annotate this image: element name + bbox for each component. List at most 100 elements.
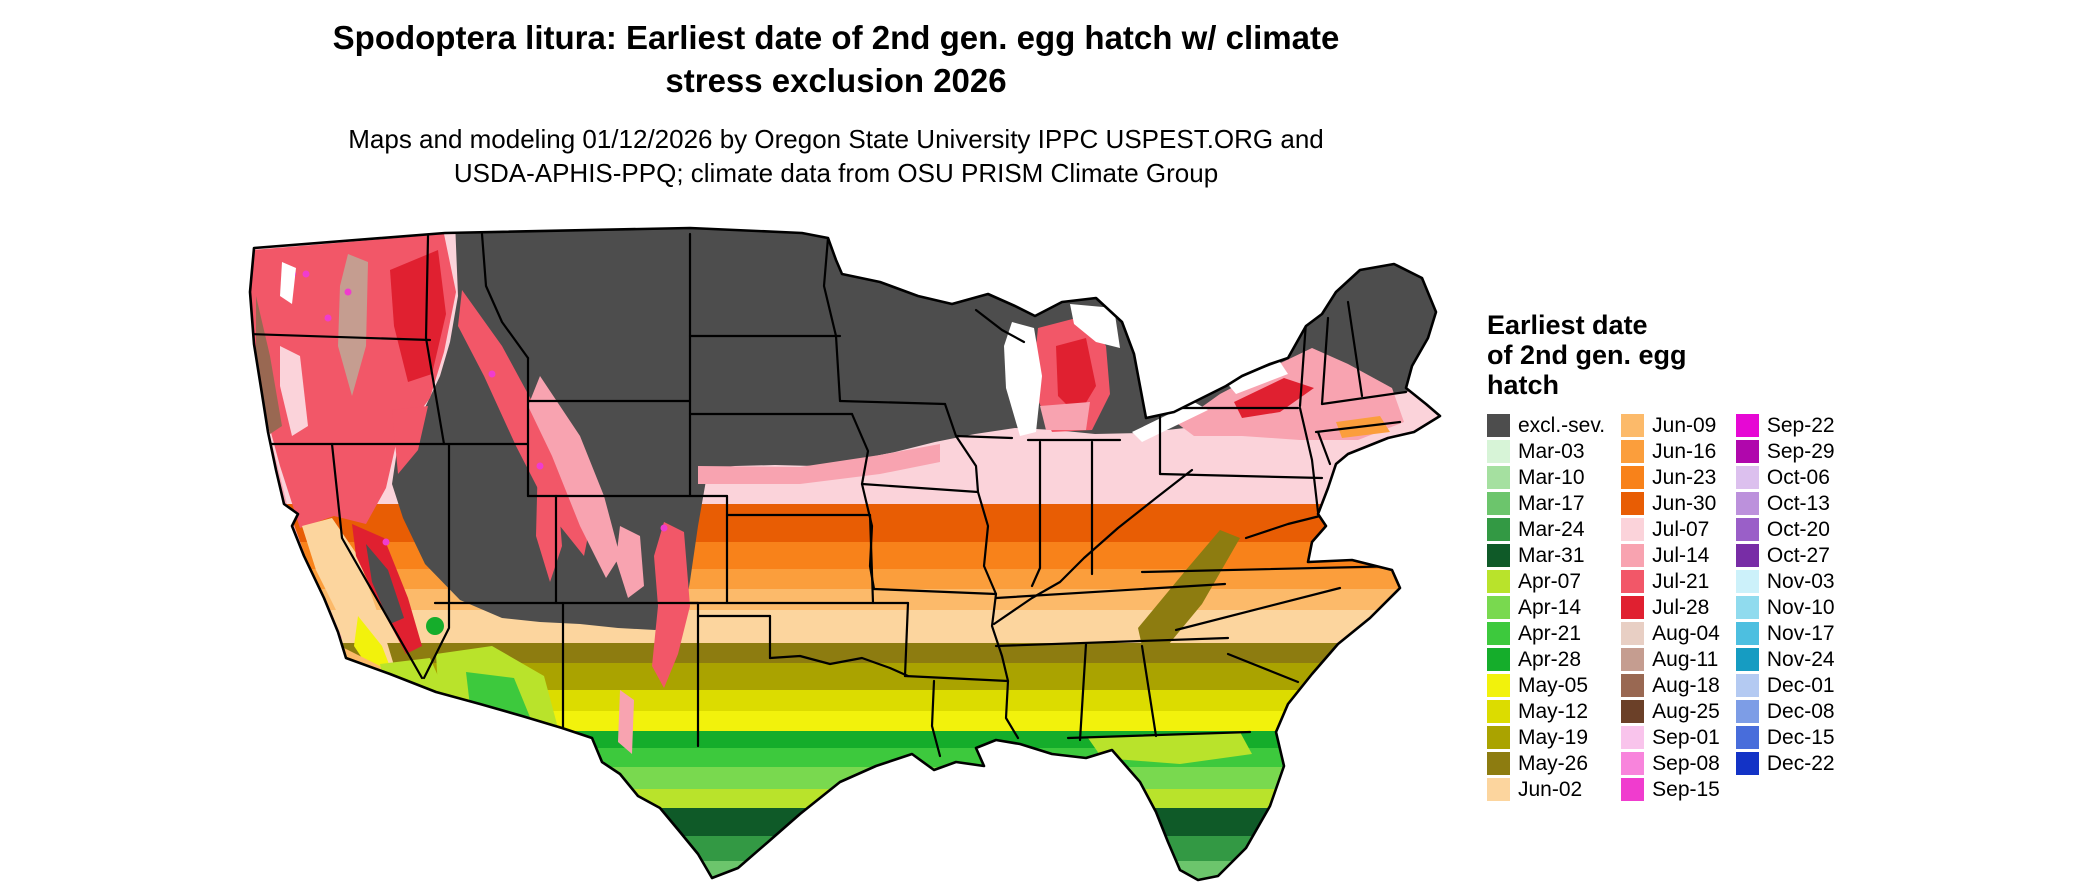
page-subtitle: Maps and modeling 01/12/2026 by Oregon S… [0,122,1672,190]
legend-label: Nov-10 [1766,595,1835,619]
legend-label: Jun-30 [1652,491,1717,515]
legend: Earliest date of 2nd gen. egg hatch excl… [1487,310,1835,802]
legend-swatch [1621,543,1645,567]
map-patch-willamette [280,346,308,436]
lake-huron [1070,304,1120,348]
legend-swatch [1621,647,1645,671]
map-speck [536,462,544,470]
legend-swatch [1621,569,1645,593]
legend-label: Dec-08 [1766,699,1835,723]
legend-column-1: excl.-sev. Mar-03 Mar-10 Mar-17 Mar-24 Mar-31… [1487,412,1605,802]
legend-label: Jun-09 [1652,413,1717,437]
legend-label: Sep-22 [1766,413,1835,437]
map-band [250,748,1440,767]
legend-entry: Sep-08 [1621,750,1720,776]
map-speck [344,288,352,296]
legend-label: Mar-10 [1518,465,1585,489]
map-patch-sangre-de-cristo [652,522,690,688]
legend-entry: Aug-04 [1621,620,1720,646]
map-fill-layer [250,228,1440,880]
legend-swatch [1735,751,1759,775]
map-patch-columbia-basin [390,250,446,382]
map-speck [382,538,390,546]
legend-label: Jun-02 [1518,777,1583,801]
map-patch-plains-fringe [698,444,940,484]
legend-entry: Jun-02 [1487,776,1605,802]
legend-swatch [1487,751,1510,775]
legend-label: Mar-03 [1518,439,1585,463]
legend-entry: Aug-11 [1621,646,1720,672]
puget-sound [280,262,296,304]
legend-entry: May-26 [1487,750,1605,776]
legend-label: May-05 [1518,673,1589,697]
legend-entry: Sep-29 [1735,438,1835,464]
legend-swatch [1735,725,1759,749]
us-choropleth-map [248,226,1442,882]
map-band [250,767,1440,789]
legend-label: Aug-11 [1652,647,1719,671]
legend-swatch [1487,413,1510,437]
legend-label: Dec-01 [1766,673,1835,697]
legend-entry: Apr-14 [1487,594,1605,620]
map-patches [250,234,1404,764]
legend-entry: Aug-18 [1621,672,1720,698]
legend-label: Jul-14 [1652,543,1710,567]
legend-swatch [1621,413,1645,437]
lake-erie [1132,402,1208,442]
legend-label: Jul-21 [1652,569,1710,593]
legend-label: Oct-27 [1766,543,1830,567]
legend-title-line-3: hatch [1487,370,1560,400]
legend-swatch [1735,673,1759,697]
legend-title-line-2: of 2nd gen. egg [1487,340,1687,370]
legend-column-3: Sep-22 Sep-29 Oct-06 Oct-13 Oct-20 Oct-27 Nov-… [1735,412,1835,776]
map-speck [324,314,332,322]
legend-entry: Mar-17 [1487,490,1605,516]
map-patch-wtx-mountains [618,690,634,754]
legend-label: May-12 [1518,699,1589,723]
legend-swatch [1621,751,1645,775]
lake-michigan [1004,322,1042,436]
legend-title-line-1: Earliest date [1487,310,1648,340]
legend-swatch [1621,621,1645,645]
legend-entry: Apr-07 [1487,568,1605,594]
map-patch-michigan-north [1056,338,1096,416]
legend-label: Aug-18 [1652,673,1720,697]
legend-entry: Jun-09 [1621,412,1720,438]
legend-label: Apr-21 [1518,621,1582,645]
legend-entry: Jul-28 [1621,594,1720,620]
legend-label: Nov-03 [1766,569,1835,593]
legend-swatch [1735,517,1759,541]
legend-swatch [1487,621,1510,645]
map-band [250,731,1440,748]
legend-swatch [1487,725,1510,749]
legend-entry: Jun-16 [1621,438,1720,464]
lake-ontario [1226,362,1288,394]
legend-swatch [1621,517,1645,541]
legend-entry: May-05 [1487,672,1605,698]
legend-swatch [1487,647,1510,671]
legend-label: Dec-22 [1766,751,1835,775]
legend-swatch [1487,569,1510,593]
legend-swatch [1621,491,1645,515]
legend-swatch [1735,465,1759,489]
legend-entry: May-12 [1487,698,1605,724]
legend-swatch [1735,543,1759,567]
legend-entry: Jul-07 [1621,516,1720,542]
legend-entry: Oct-06 [1735,464,1835,490]
legend-entry: Aug-25 [1621,698,1720,724]
legend-entry: Jun-23 [1621,464,1720,490]
legend-label: Oct-13 [1766,491,1830,515]
legend-label: Apr-14 [1518,595,1582,619]
legend-swatch [1487,465,1510,489]
legend-entry: Dec-08 [1735,698,1835,724]
legend-swatch [1621,439,1645,463]
legend-entry: Nov-24 [1735,646,1835,672]
map-patch-oregon-se [392,406,428,474]
legend-label: Mar-17 [1518,491,1585,515]
legend-swatch [1487,543,1510,567]
legend-entry: Dec-22 [1735,750,1835,776]
map-speck [302,270,310,278]
legend-label: Sep-15 [1652,777,1720,801]
legend-swatch [1621,673,1645,697]
legend-entry: Mar-31 [1487,542,1605,568]
